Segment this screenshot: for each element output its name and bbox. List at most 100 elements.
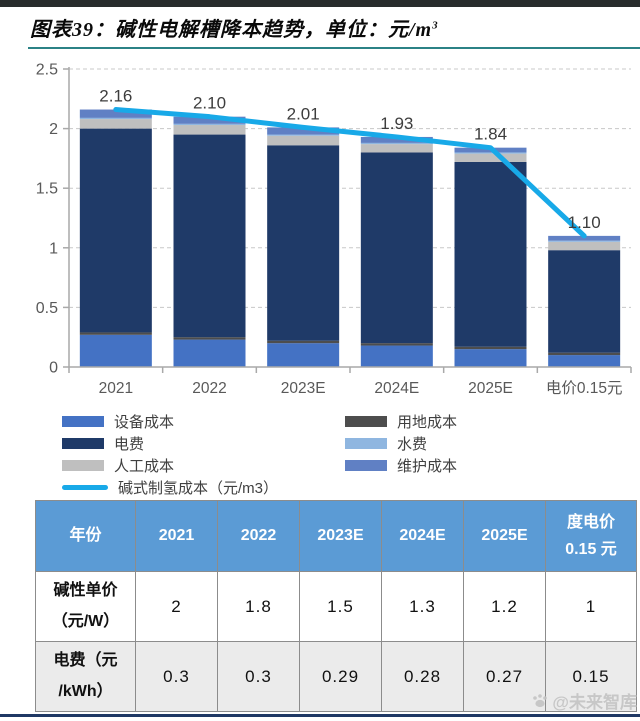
- bar-segment-人工成本: [548, 241, 621, 251]
- table-header-cell: 2025E: [463, 500, 546, 572]
- bar-segment-水费: [548, 240, 621, 242]
- legend-item: 设备成本: [62, 412, 345, 431]
- bar-value-label: 1.10: [568, 213, 601, 232]
- legend-color-swatch: [345, 459, 387, 471]
- bar-segment-电费: [173, 134, 246, 338]
- legend-label: 设备成本: [114, 413, 175, 431]
- legend-label: 碱式制氢成本（元/m3）: [118, 479, 279, 497]
- bar-segment-水费: [267, 134, 340, 136]
- paw-icon: [533, 693, 548, 707]
- page-title-text: 图表39：碱性电解槽降本趋势，单位：元/m: [30, 19, 433, 41]
- x-axis-category-label: 2021: [99, 380, 133, 397]
- legend-color-swatch: [345, 437, 387, 449]
- bar-segment-设备成本: [173, 339, 246, 367]
- legend-item: 电费: [62, 434, 345, 453]
- legend-label: 用地成本: [397, 413, 458, 431]
- bar-segment-人工成本: [454, 153, 527, 162]
- table-row: 电费（元/kWh） 0.3 0.3 0.29 0.28 0.27 0.15: [35, 641, 637, 712]
- table-cell: 1.2: [463, 571, 546, 642]
- legend-color-swatch: [62, 415, 104, 427]
- bar-segment-维护成本: [79, 109, 152, 118]
- bar-segment-设备成本: [267, 343, 340, 367]
- page-title: 图表39：碱性电解槽降本趋势，单位：元/m3: [30, 13, 630, 42]
- bar-value-label: 2.16: [99, 87, 132, 106]
- page-title-superscript: 3: [432, 19, 439, 32]
- bar-segment-设备成本: [548, 355, 621, 367]
- bar-value-label: 2.01: [287, 104, 320, 123]
- legend-label: 维护成本: [397, 457, 458, 475]
- bar-segment-设备成本: [360, 345, 433, 367]
- legend-item: 人工成本: [62, 456, 345, 475]
- legend-color-swatch: [62, 437, 104, 449]
- table-cell: 2: [135, 571, 218, 642]
- bar-segment-人工成本: [360, 144, 433, 153]
- table-cell: 0.28: [381, 641, 464, 712]
- x-axis-category-label: 2023E: [281, 380, 326, 397]
- bar-segment-用地成本: [79, 332, 152, 335]
- table-cell: 0.29: [299, 641, 382, 712]
- bar-segment-设备成本: [454, 349, 527, 367]
- table-cell: 0.3: [135, 641, 218, 712]
- trend-line: [113, 107, 587, 239]
- bar-segment-电费: [267, 145, 340, 341]
- x-axis-category-label: 2025E: [468, 380, 513, 397]
- bar-segment-用地成本: [360, 343, 433, 346]
- legend-line-swatch: [62, 484, 108, 490]
- stacked-bar-line-chart: 0 0.5 1 1.5 2 2.5 2021 2022 2023E 2024E 2025E 电价0.1…: [36, 62, 632, 397]
- table-cell: 0.27: [463, 641, 546, 712]
- table-header-cell: 2022: [217, 500, 300, 572]
- bar-segment-人工成本: [173, 125, 246, 135]
- watermark-text: @未来智库: [552, 693, 637, 712]
- bar-segment-维护成本: [267, 127, 340, 135]
- bottom-rule: [0, 714, 640, 717]
- table-row-label: 碱性单价 （元/W）: [35, 571, 136, 642]
- legend-color-swatch: [62, 459, 104, 471]
- bar-segment-水费: [79, 117, 152, 120]
- table-header-cell: 2023E: [299, 500, 382, 572]
- bar-segment-人工成本: [79, 119, 152, 129]
- table-header-cell: 2021: [135, 500, 218, 572]
- bar-segment-维护成本: [173, 116, 246, 124]
- legend-label: 水费: [397, 435, 428, 453]
- legend-item: 水费: [345, 434, 607, 453]
- bar-segment-水费: [360, 142, 433, 145]
- bar-value-label: 2.10: [193, 94, 226, 113]
- bar-segment-电费: [360, 152, 433, 344]
- table-header-cell: 年份: [35, 500, 136, 572]
- bar-segment-维护成本: [360, 136, 433, 143]
- y-axis-tick-label: 1.5: [36, 181, 58, 198]
- bar-value-label: 1.93: [380, 114, 413, 133]
- bar-segment-用地成本: [454, 346, 527, 350]
- y-axis-tick-label: 2.5: [36, 62, 58, 79]
- x-axis-category-label: 2022: [192, 380, 226, 397]
- table-cell: 1.5: [299, 571, 382, 642]
- legend-label: 电费: [114, 435, 145, 453]
- bar-segment-电费: [454, 161, 527, 347]
- legend-item: 碱式制氢成本（元/m3）: [62, 478, 345, 497]
- title-underline: [28, 47, 640, 49]
- table-row-label: 电费（元/kWh）: [35, 641, 136, 712]
- bar-segment-电费: [79, 128, 152, 333]
- bar-segment-设备成本: [79, 334, 152, 367]
- y-axis-tick-label: 2: [49, 121, 58, 138]
- x-axis-category-label: 2024E: [374, 380, 419, 397]
- x-axis-category-label: 电价0.15元: [546, 379, 623, 397]
- table-cell: 0.15: [545, 641, 637, 712]
- legend-item: 用地成本: [345, 412, 607, 431]
- y-axis-tick-label: 1: [49, 240, 58, 257]
- bar-segment-水费: [454, 152, 527, 154]
- legend-label: 人工成本: [114, 457, 175, 475]
- legend-color-swatch: [345, 415, 387, 427]
- data-table: 年份 2021 2022 2023E 2024E 2025E 度电价 0.15 元碱性单价 （元…: [35, 500, 637, 712]
- bar-segment-用地成本: [548, 352, 621, 356]
- table-row: 碱性单价 （元/W） 2 1.8 1.5 1.3 1.2 1: [35, 571, 637, 642]
- table-cell: 1: [545, 571, 637, 642]
- table-header-row: 年份 2021 2022 2023E 2024E 2025E 度电价 0.15 元: [35, 500, 637, 572]
- table-cell: 0.3: [217, 641, 300, 712]
- table-header-cell: 度电价 0.15 元: [545, 500, 637, 572]
- y-axis-tick-label: 0: [49, 360, 58, 377]
- bar-segment-人工成本: [267, 135, 340, 146]
- chart-legend: 设备成本 用地成本电费 水费人工成本 维护成本碱式制氢成本（元/m3）: [62, 412, 607, 497]
- bar-segment-用地成本: [267, 340, 340, 344]
- bar-segment-水费: [173, 123, 246, 126]
